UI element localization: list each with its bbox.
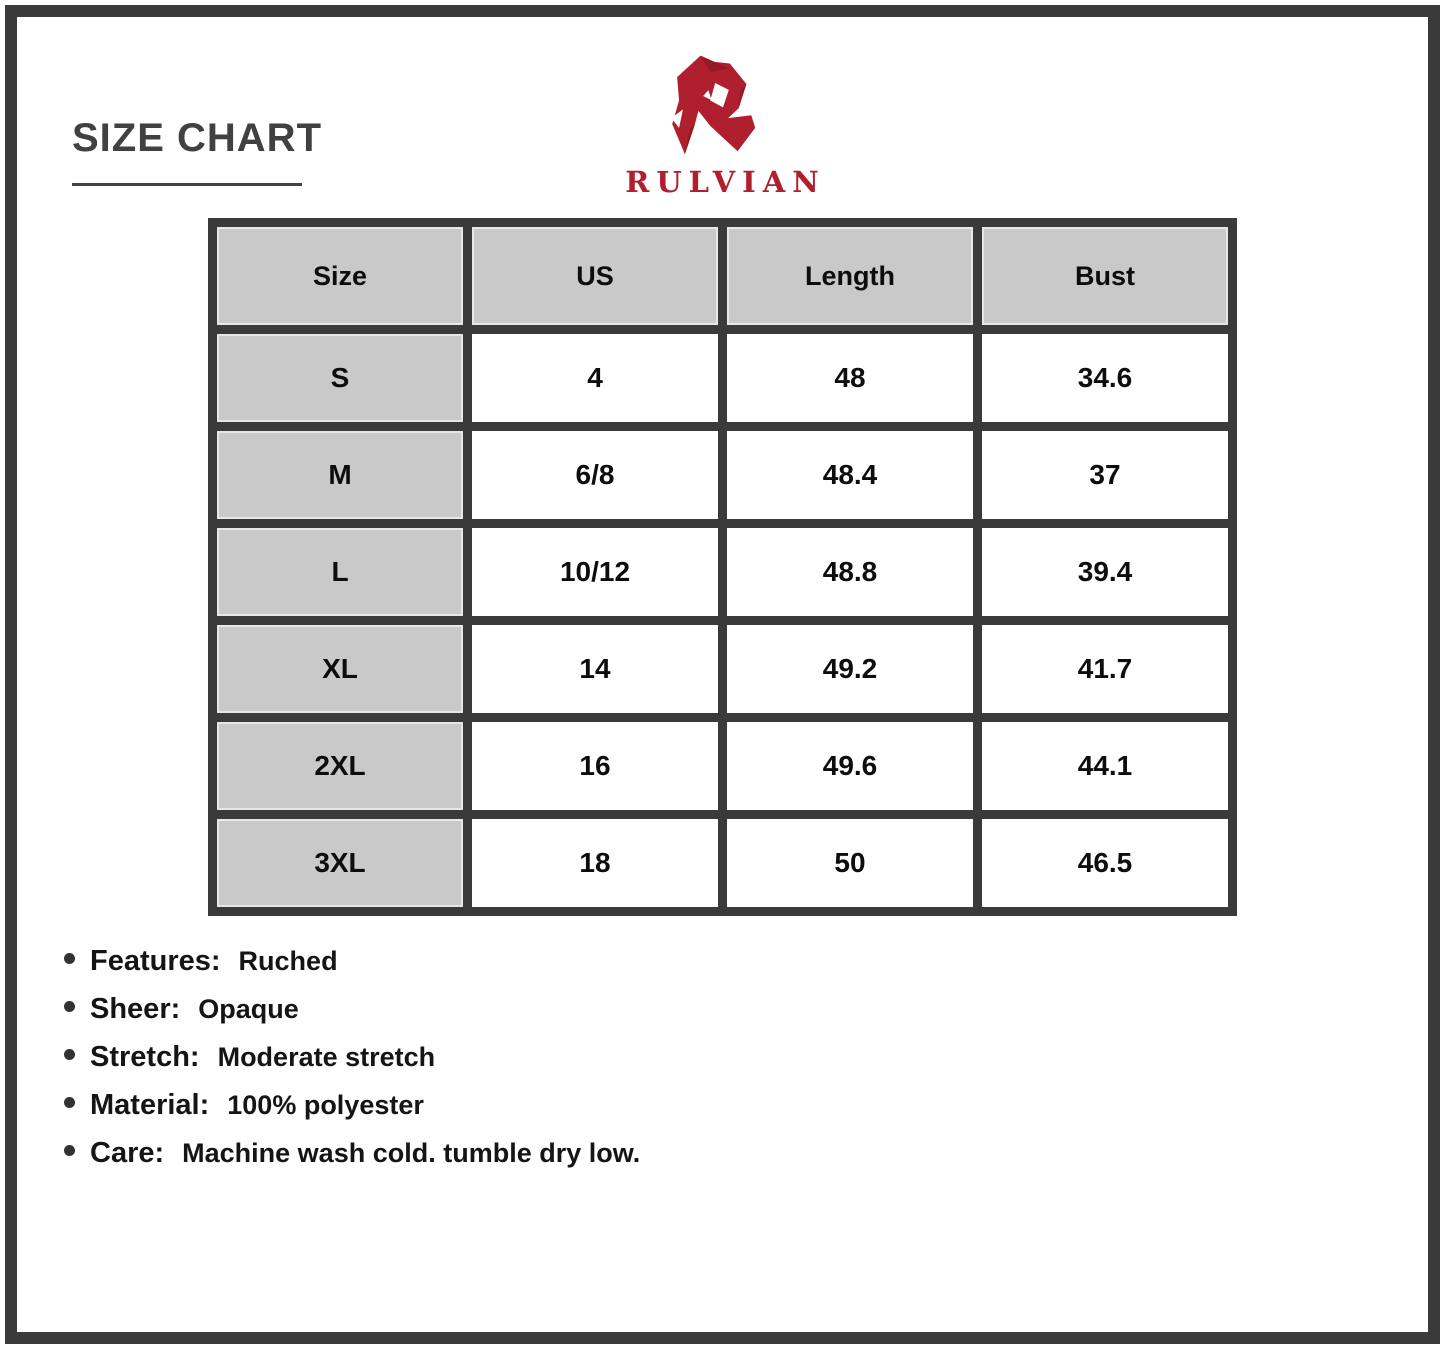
detail-value: Opaque — [198, 993, 299, 1024]
title-block: SIZE CHART — [72, 118, 322, 186]
us-cell: 4 — [463, 325, 727, 431]
length-cell: 48.4 — [718, 422, 982, 528]
detail-label: Features: — [90, 944, 221, 977]
detail-value: Ruched — [238, 945, 338, 976]
length-cell: 48.8 — [718, 519, 982, 625]
length-cell: 50 — [718, 810, 982, 916]
us-cell: 14 — [463, 616, 727, 722]
bust-cell: 44.1 — [973, 713, 1237, 819]
brand-wordmark: RULVIAN — [625, 165, 826, 199]
table-row: XL 14 49.2 41.7 — [208, 616, 1237, 722]
page-title: SIZE CHART — [72, 116, 322, 160]
list-item: Material: 100% polyester — [64, 1088, 640, 1122]
bust-cell: 41.7 — [973, 616, 1237, 722]
list-item: Stretch: Moderate stretch — [64, 1040, 640, 1074]
us-cell: 6/8 — [463, 422, 727, 528]
bust-cell: 39.4 — [973, 519, 1237, 625]
bullet-icon — [64, 1144, 75, 1156]
size-table: Size US Length Bust S 4 48 34.6 M 6/8 48… — [208, 218, 1237, 916]
column-header-us: US — [463, 218, 727, 334]
table-row: S 4 48 34.6 — [208, 325, 1237, 431]
title-underline — [72, 183, 302, 186]
brand-logo-r-icon — [671, 55, 756, 155]
bullet-icon — [64, 1048, 75, 1060]
list-item: Care: Machine wash cold. tumble dry low. — [64, 1136, 640, 1170]
column-header-bust: Bust — [973, 218, 1237, 334]
detail-value: 100% polyester — [227, 1089, 424, 1120]
bust-cell: 34.6 — [973, 325, 1237, 431]
list-item: Sheer: Opaque — [64, 992, 640, 1026]
bust-cell: 37 — [973, 422, 1237, 528]
detail-label: Material: — [90, 1088, 210, 1121]
size-cell: L — [208, 519, 472, 625]
list-item: Features: Ruched — [64, 944, 640, 978]
length-cell: 48 — [718, 325, 982, 431]
detail-label: Sheer: — [90, 992, 181, 1025]
table-row: 2XL 16 49.6 44.1 — [208, 713, 1237, 819]
bullet-icon — [64, 952, 75, 964]
detail-value: Machine wash cold. tumble dry low. — [182, 1137, 641, 1168]
size-cell: 3XL — [208, 810, 472, 916]
column-header-length: Length — [718, 218, 982, 334]
table-row: M 6/8 48.4 37 — [208, 422, 1237, 528]
product-details-list: Features: Ruched Sheer: Opaque Stretch: … — [64, 944, 640, 1184]
size-cell: M — [208, 422, 472, 528]
us-cell: 10/12 — [463, 519, 727, 625]
size-cell: XL — [208, 616, 472, 722]
us-cell: 16 — [463, 713, 727, 819]
table-row: 3XL 18 50 46.5 — [208, 810, 1237, 916]
bust-cell: 46.5 — [973, 810, 1237, 916]
column-header-size: Size — [208, 218, 472, 334]
length-cell: 49.2 — [718, 616, 982, 722]
bullet-icon — [64, 1000, 75, 1012]
length-cell: 49.6 — [718, 713, 982, 819]
detail-label: Care: — [90, 1136, 165, 1169]
us-cell: 18 — [463, 810, 727, 916]
table-row: L 10/12 48.8 39.4 — [208, 519, 1237, 625]
brand-block: RULVIAN — [592, 42, 852, 199]
size-cell: 2XL — [208, 713, 472, 819]
bullet-icon — [64, 1096, 75, 1108]
detail-label: Stretch: — [90, 1040, 200, 1073]
table-header-row: Size US Length Bust — [208, 218, 1237, 334]
size-cell: S — [208, 325, 472, 431]
detail-value: Moderate stretch — [217, 1041, 436, 1072]
